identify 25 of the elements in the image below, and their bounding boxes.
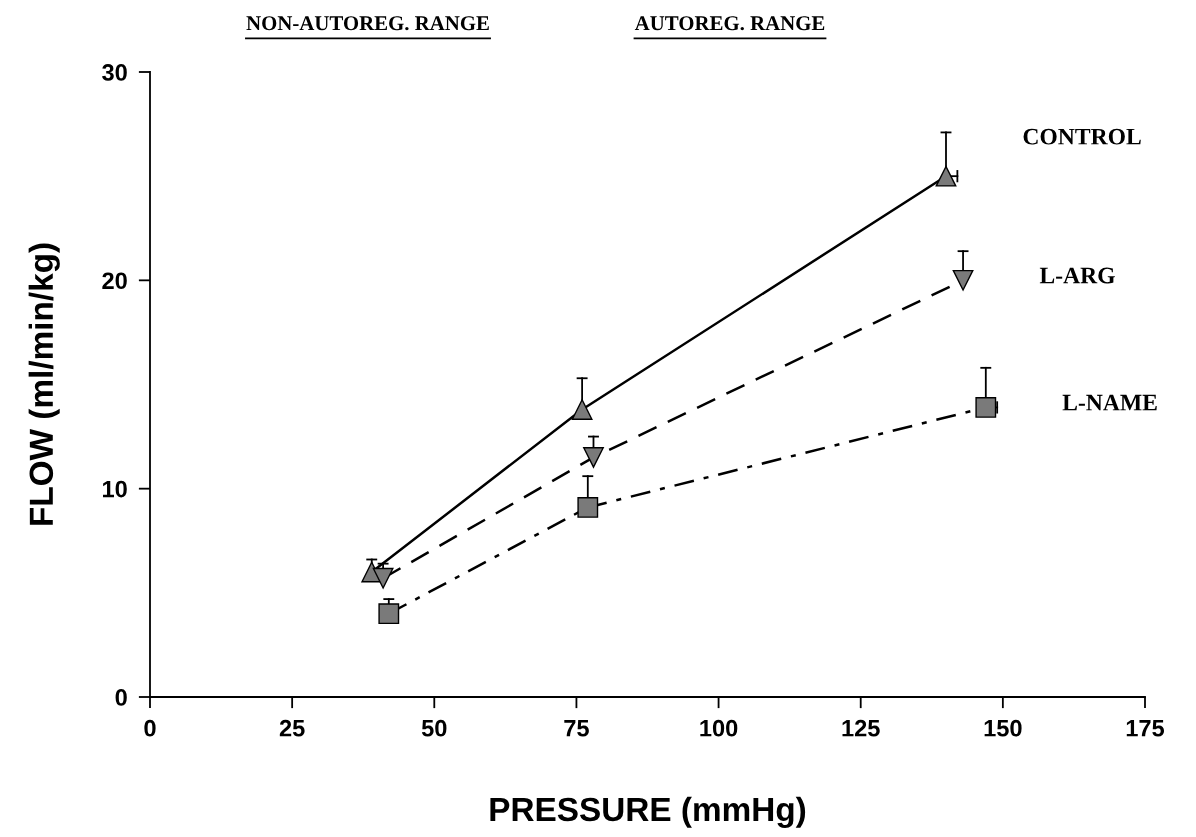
text: L-NAME [1062,394,1157,411]
point [372,567,394,589]
x-tick-label: 50 [421,719,447,737]
text: NON-AUTOREG. RANGE [246,16,489,31]
x-tick-label: 0 [144,719,156,737]
x-tick-label: 125 [842,719,880,737]
text: AUTOREG. RANGE [634,16,825,31]
y-tick-label: 30 [102,64,127,81]
text: L-ARG [1039,267,1115,284]
x-tick-label: 150 [984,719,1022,737]
point [952,269,974,291]
x-tick-label: 75 [564,720,589,737]
point [577,496,599,518]
x-axis-title: PRESSURE (mmHg) [490,796,806,829]
y-tick-label: 20 [102,272,127,290]
x-tick-label: 25 [279,719,305,737]
point [571,399,593,420]
y-axis-title: FLOW (ml/min/kg) [28,243,60,525]
x-tick-label: 175 [1126,720,1165,737]
point [583,446,604,468]
y-tick-label: 10 [103,480,127,498]
y-tick-label: 0 [115,689,127,706]
x-tick-label: 100 [700,719,738,737]
text: CONTROL [1023,128,1141,145]
point [378,603,400,625]
